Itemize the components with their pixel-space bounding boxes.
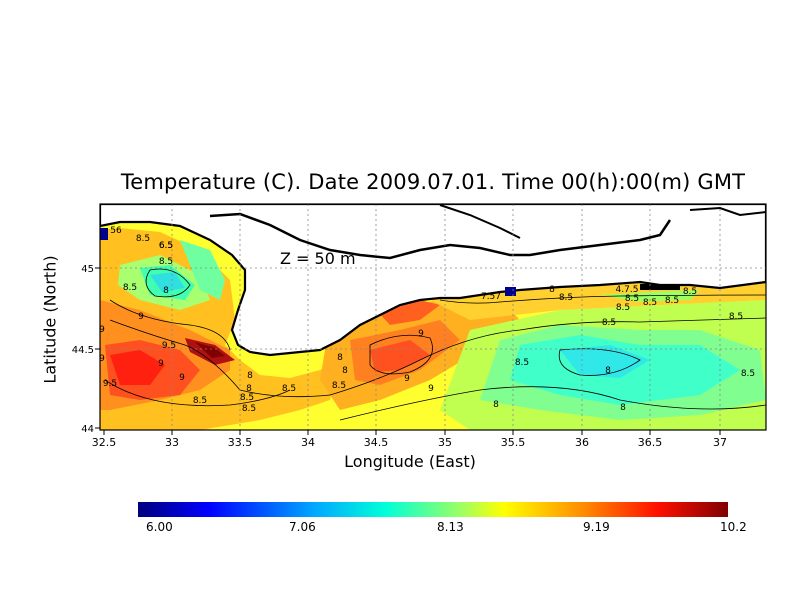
contour-label: 8 <box>247 371 253 381</box>
x-axis-label: Longitude (East) <box>344 452 476 471</box>
contour-label: 7.57 <box>481 292 501 302</box>
contour-label: 8 <box>342 366 348 376</box>
contour-label: 8.5 <box>559 293 573 303</box>
tick-marks <box>95 267 721 435</box>
contour-label: 8.5 <box>683 287 697 297</box>
contour-label: 8.5 <box>282 384 296 394</box>
colorbar-label: 10.2 <box>720 520 747 534</box>
contour-label: 8 <box>163 286 169 296</box>
contour-label: 8.5 <box>332 381 346 391</box>
contour-label: 8.5 <box>729 312 743 322</box>
x-tick-label: 33.5 <box>228 436 253 449</box>
contour-label: 9 <box>179 373 185 383</box>
contour-label: 8 <box>549 285 555 295</box>
contour-label: 8.5 <box>741 369 755 379</box>
x-tick-label: 35.5 <box>501 436 526 449</box>
contour-label: 4.7.5 <box>616 285 639 295</box>
contour-lines <box>104 204 766 421</box>
contour-label: 9.5 <box>103 379 117 389</box>
contour-label: 9.5 <box>162 341 176 351</box>
contour-label: 8 <box>337 353 343 363</box>
contour-label: 8.5 <box>242 404 256 414</box>
plot-title: Temperature (C). Date 2009.07.01. Time 0… <box>120 170 746 194</box>
contour-label: 9 <box>418 329 424 339</box>
contour-label: 8 <box>605 366 611 376</box>
x-tick-labels: 32.5 33 33.5 34 34.5 35 35.5 36 36.5 37 <box>92 436 727 449</box>
contour-label: 9 <box>404 374 410 384</box>
y-tick-label: 44.5 <box>72 345 94 356</box>
contour-label: 9 <box>99 354 105 364</box>
contour-label: 6.5 <box>159 241 173 251</box>
contour-label: 8 <box>620 403 626 413</box>
contour-label: 56 <box>110 226 122 236</box>
x-tick-label: 37 <box>713 436 727 449</box>
contour-label: 8.5 <box>193 396 207 406</box>
contour-labels: 8.5 6.5 8.5 8 8.5 9 9 9.5 9 9 9.5 8.5 8 … <box>99 226 755 414</box>
colorbar <box>138 502 728 517</box>
plot-frame <box>99 203 767 431</box>
contour-label: 8.5 <box>136 234 150 244</box>
x-tick-label: 34.5 <box>364 436 389 449</box>
x-tick-label: 36.5 <box>638 436 663 449</box>
contour-label: 8.5 <box>240 393 254 403</box>
colorbar-label: 8.13 <box>437 520 464 534</box>
contour-label: 8.5 <box>643 298 657 308</box>
contour-label: 8.5 <box>665 296 679 306</box>
y-tick-label: 44 <box>81 424 94 435</box>
contour-label: 6.5 <box>159 241 173 251</box>
contour-label: 8 <box>246 384 252 394</box>
x-tick-label: 32.5 <box>92 436 117 449</box>
x-tick-label: 34 <box>301 436 315 449</box>
grid <box>100 204 766 430</box>
x-tick-label: 35 <box>438 436 452 449</box>
contour-label: 8.5 <box>616 303 630 313</box>
contour-label: 9 <box>158 359 164 369</box>
x-tick-label: 33 <box>165 436 179 449</box>
y-tick-labels: 44 44.5 45 <box>72 264 94 435</box>
x-tick-label: 36 <box>575 436 589 449</box>
contour-label: 8.5 <box>159 257 173 267</box>
contour-label: 9 <box>138 312 144 322</box>
colorbar-label: 7.06 <box>289 520 316 534</box>
contour-label: 8.5 <box>625 294 639 304</box>
contour-label: 8.5 <box>123 283 137 293</box>
y-axis-label: Latitude (North) <box>40 255 60 384</box>
y-tick-label: 45 <box>81 264 94 275</box>
contour-label: 9 <box>428 384 434 394</box>
contour-label: 8 <box>493 400 499 410</box>
contour-label: 9 <box>99 325 105 335</box>
depth-label: Z = 50 m <box>280 249 356 268</box>
contour-label: 8.5 <box>602 318 616 328</box>
colorbar-label: 6.00 <box>146 520 173 534</box>
colorbar-label: 9.19 <box>583 520 610 534</box>
contour-label: 8.5 <box>515 358 529 368</box>
